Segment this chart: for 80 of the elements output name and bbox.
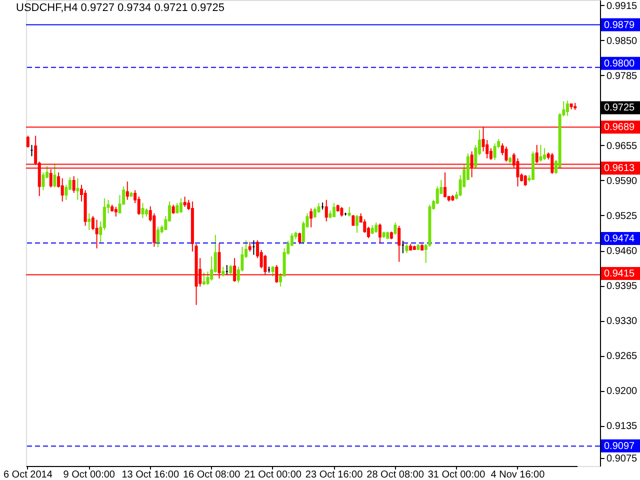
x-tick-label: 23 Oct 16:00 (305, 470, 364, 480)
candlestick (310, 208, 313, 228)
ref-line-label: 0.9879 (604, 20, 636, 31)
candlestick (298, 232, 302, 245)
candlestick (210, 256, 214, 282)
candlestick (248, 241, 252, 252)
candlestick (493, 142, 496, 160)
ref-line-label: 0.9613 (604, 163, 636, 174)
y-tick-label: 0.9655 (606, 140, 638, 152)
candlestick (356, 214, 359, 234)
y-tick-label: 0.9850 (606, 36, 638, 47)
x-tick-label: 9 Oct 00:00 (63, 470, 116, 480)
candlestick (53, 163, 56, 188)
candlestick (524, 174, 527, 186)
candlestick (340, 206, 344, 218)
y-tick-label: 0.9265 (606, 351, 638, 362)
y-tick-label: 0.9330 (606, 316, 638, 328)
candlestick (229, 264, 232, 275)
y-tick-label: 0.9590 (606, 176, 638, 187)
candlestick (222, 266, 225, 277)
y-tick-label: 0.9785 (606, 70, 638, 82)
ref-line-label: 0.9800 (604, 58, 636, 70)
candlestick (156, 226, 160, 248)
candlestick (91, 216, 94, 231)
candlestick (102, 198, 106, 231)
x-tick-label: 4 Nov 16:00 (490, 470, 546, 480)
candlestick (176, 202, 179, 214)
candlestick (489, 148, 492, 160)
candlestick (436, 186, 439, 205)
x-tick-label: 28 Oct 08:00 (366, 470, 424, 480)
candlestick (324, 199, 328, 222)
candlestick (76, 178, 80, 200)
candlestick (114, 206, 118, 218)
candlestick (183, 196, 186, 208)
y-tick-label: 0.9460 (606, 246, 638, 258)
text: 0.9725 (604, 102, 636, 114)
candlestick (363, 218, 366, 234)
candlestick (26, 135, 30, 148)
candlestick (88, 212, 91, 231)
candlestick (566, 100, 569, 116)
y-tick-label: 0.9075 (606, 453, 638, 464)
candlestick (539, 144, 542, 162)
candlestick (95, 219, 98, 249)
x-tick-label: 13 Oct 16:00 (122, 470, 180, 480)
ref-line-label: 0.9689 (604, 122, 636, 134)
candlestick (374, 222, 378, 234)
y-tick-label: 0.9525 (606, 210, 638, 222)
candlestick (394, 222, 397, 236)
x-tick-label: 31 Oct 00:00 (428, 470, 486, 480)
candlestick (42, 172, 45, 191)
chart-title: USDCHF,H4 0.9727 0.9734 0.9721 0.9725 (16, 2, 225, 14)
y-tick-label: 0.9135 (606, 421, 638, 432)
candlestick (348, 206, 351, 218)
candlestick (64, 184, 68, 200)
candlestick (405, 244, 408, 254)
candlestick (543, 148, 546, 160)
candlestick (179, 198, 182, 214)
y-tick-label: 0.9200 (606, 386, 638, 398)
candlestick (271, 266, 274, 277)
candlestick (378, 223, 382, 244)
x-tick-label: 16 Oct 08:00 (182, 470, 241, 480)
candlestick (141, 202, 144, 219)
candlestick (126, 181, 129, 200)
candlestick (202, 272, 206, 286)
candlestick (332, 202, 336, 218)
candlestick (398, 225, 401, 262)
x-tick-label: 6 Oct 2014 (3, 470, 53, 480)
y-tick-label: 0.9915 (606, 0, 638, 12)
candlestick (137, 196, 140, 216)
ref-line-label: 0.9474 (604, 234, 636, 245)
ref-line-label: 0.9097 (604, 440, 636, 452)
candlestick (444, 172, 447, 198)
y-tick-label: 0.9395 (606, 281, 638, 292)
candlestick (504, 146, 508, 162)
candlestick (60, 178, 64, 202)
ref-line-label: 0.9415 (604, 268, 636, 280)
x-tick-label: 21 Oct 00:00 (244, 470, 302, 480)
candlestick (72, 176, 76, 194)
candlestick (172, 204, 175, 214)
candlestick (313, 206, 316, 219)
